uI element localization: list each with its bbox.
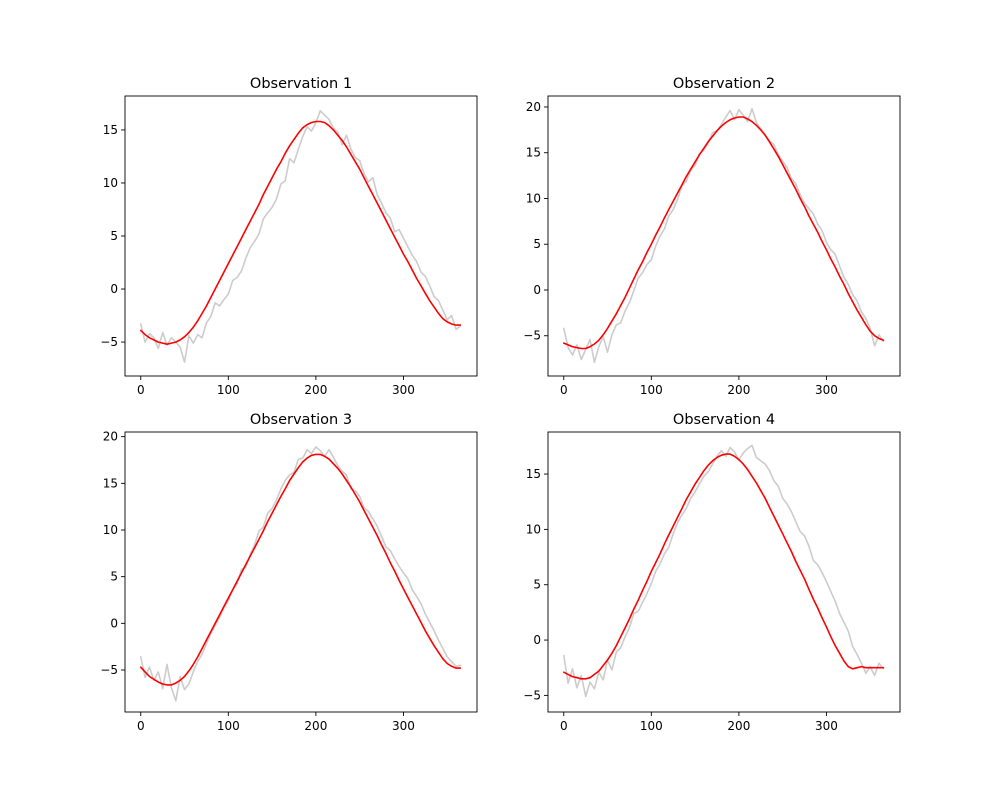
x-tick-label: 0 — [560, 383, 568, 397]
y-tick-label: 5 — [110, 570, 118, 584]
y-tick-label: 15 — [103, 476, 118, 490]
y-tick-label: 15 — [526, 146, 541, 160]
x-tick-label: 100 — [640, 719, 663, 733]
chart-title: Observation 2 — [673, 76, 775, 92]
y-tick-label: 10 — [103, 523, 118, 537]
subplot-1: 0 100 200 300 −5 0 5 10 15 Observation 1 — [100, 76, 478, 397]
x-tick-label: 100 — [640, 383, 663, 397]
x-tick-label: 0 — [137, 383, 145, 397]
y-tick-label: 0 — [533, 283, 541, 297]
y-tick-label: −5 — [523, 688, 541, 702]
x-tick-label: 0 — [137, 719, 145, 733]
y-tick-label: 0 — [110, 616, 118, 630]
y-tick-label: 10 — [103, 176, 118, 190]
y-tick-label: 5 — [533, 578, 541, 592]
series-line-smooth — [140, 120, 462, 346]
y-tick-label: 0 — [110, 282, 118, 296]
x-tick-label: 300 — [392, 383, 415, 397]
series-line-smooth — [562, 116, 885, 350]
subplot-3: 0 100 200 300 −5 0 5 10 15 20 Observation 3 — [100, 412, 478, 733]
y-tick-label: 15 — [103, 123, 118, 137]
series-line-noisy — [140, 446, 462, 702]
y-tick-label: 15 — [526, 467, 541, 481]
x-tick-label: 0 — [560, 719, 568, 733]
y-tick-label: 5 — [110, 229, 118, 243]
chart-title: Observation 4 — [673, 412, 775, 428]
y-tick-label: 0 — [533, 633, 541, 647]
series-line-noisy — [140, 110, 462, 364]
series-line-noisy — [562, 444, 885, 698]
subplot-2: 0 100 200 300 −5 0 5 10 15 20 Observation 2 — [523, 76, 901, 397]
chart-title: Observation 1 — [250, 76, 352, 92]
axes-frame — [547, 95, 901, 377]
x-tick-label: 300 — [815, 383, 838, 397]
x-tick-label: 200 — [304, 383, 327, 397]
y-tick-label: 20 — [103, 430, 118, 444]
x-tick-label: 100 — [217, 719, 240, 733]
x-tick-label: 200 — [727, 383, 750, 397]
x-tick-label: 300 — [815, 719, 838, 733]
series-line-noisy — [562, 108, 885, 364]
y-tick-label: 10 — [526, 191, 541, 205]
y-tick-label: 5 — [533, 237, 541, 251]
series-line-smooth — [562, 453, 885, 680]
chart-title: Observation 3 — [250, 412, 352, 428]
y-tick-label: −5 — [523, 329, 541, 343]
series-line-smooth — [140, 453, 462, 686]
axes-frame — [124, 431, 478, 713]
y-tick-label: 10 — [526, 522, 541, 536]
x-tick-label: 200 — [304, 719, 327, 733]
subplot-4: 0 100 200 300 −5 0 5 10 15 Observation 4 — [523, 412, 901, 733]
y-tick-label: −5 — [100, 335, 118, 349]
x-tick-label: 100 — [217, 383, 240, 397]
x-tick-label: 200 — [727, 719, 750, 733]
axes-frame — [547, 431, 901, 713]
y-tick-label: −5 — [100, 663, 118, 677]
y-tick-label: 20 — [526, 100, 541, 114]
x-tick-label: 300 — [392, 719, 415, 733]
